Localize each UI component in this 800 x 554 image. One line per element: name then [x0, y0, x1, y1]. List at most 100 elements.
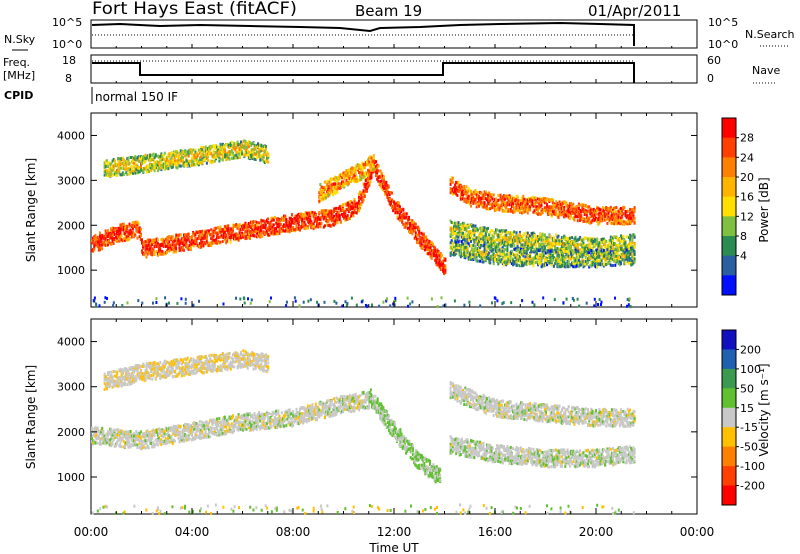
data-cell — [327, 220, 330, 223]
data-cell — [207, 158, 209, 162]
data-cell — [154, 238, 157, 242]
data-cell — [630, 214, 633, 218]
data-cell — [192, 241, 195, 245]
data-cell — [239, 236, 242, 239]
data-cell — [254, 152, 257, 156]
data-cell — [131, 221, 134, 225]
data-cell — [214, 238, 217, 242]
data-cell — [554, 203, 557, 207]
data-cell — [263, 225, 266, 229]
data-cell — [471, 232, 474, 236]
data-cell — [229, 141, 232, 145]
data-cell — [240, 144, 242, 148]
data-cell — [463, 235, 466, 239]
data-cell — [464, 238, 467, 242]
data-cell — [572, 209, 575, 213]
data-cell — [297, 223, 300, 227]
data-cell — [146, 166, 149, 170]
data-cell — [397, 217, 400, 221]
data-cell — [575, 205, 578, 209]
data-cell — [451, 232, 454, 236]
data-cell — [523, 232, 526, 236]
data-cell — [493, 209, 496, 213]
data-cell — [214, 240, 217, 244]
data-cell — [524, 204, 527, 208]
data-cell — [95, 242, 98, 246]
data-cell — [150, 239, 153, 243]
data-cell — [270, 226, 273, 230]
data-cell — [455, 181, 458, 185]
data-cell — [210, 146, 213, 150]
data-cell — [157, 163, 159, 167]
data-cell — [590, 208, 593, 212]
data-cell — [276, 218, 279, 222]
data-cell — [462, 221, 464, 225]
data-cell — [237, 238, 240, 242]
data-cell — [339, 186, 342, 190]
data-cell — [194, 158, 197, 162]
data-cell — [427, 247, 430, 251]
data-cell — [507, 240, 510, 244]
data-cell — [509, 196, 512, 200]
data-cell — [582, 210, 585, 213]
data-cell — [514, 199, 517, 203]
data-cell — [549, 205, 552, 209]
data-cell — [366, 173, 368, 177]
data-cell — [362, 166, 365, 170]
data-cell — [190, 151, 192, 155]
data-cell — [541, 207, 544, 211]
data-cell — [347, 204, 350, 208]
data-cell — [302, 221, 305, 225]
data-cell — [109, 163, 112, 167]
data-cell — [229, 228, 232, 232]
data-cell — [133, 169, 136, 173]
data-cell — [109, 236, 112, 240]
data-cell — [221, 142, 224, 146]
data-cell — [366, 184, 368, 188]
data-cell — [532, 210, 535, 214]
data-cell — [418, 230, 421, 234]
data-cell — [172, 250, 175, 254]
data-cell — [633, 221, 636, 225]
data-cell — [567, 208, 570, 211]
data-cell — [259, 155, 262, 159]
data-cell — [245, 223, 248, 227]
data-cell — [352, 176, 355, 180]
data-cell — [218, 151, 221, 155]
data-cell — [394, 205, 397, 209]
data-cell — [176, 151, 179, 155]
data-cell — [120, 234, 123, 238]
data-cell — [296, 217, 299, 221]
data-cell — [629, 212, 632, 216]
data-cell — [119, 223, 122, 227]
data-cell — [480, 240, 483, 243]
data-cell — [122, 167, 125, 171]
data-cell — [464, 188, 467, 192]
data-cell — [369, 176, 372, 180]
data-cell — [366, 162, 368, 166]
data-cell — [106, 235, 109, 238]
data-cell — [334, 209, 337, 212]
data-cell — [187, 162, 190, 166]
data-cell — [497, 238, 500, 242]
data-cell — [138, 230, 141, 234]
data-cell — [331, 222, 334, 226]
data-cell — [403, 214, 406, 218]
data-cell — [583, 208, 586, 212]
data-cell — [484, 233, 487, 237]
data-cell — [466, 196, 469, 200]
data-cell — [234, 148, 237, 152]
data-cell — [161, 155, 164, 159]
data-cell — [179, 248, 182, 252]
data-cell — [244, 237, 247, 241]
data-cell — [159, 156, 162, 160]
data-cell — [337, 211, 340, 215]
data-cell — [491, 237, 494, 241]
data-cell — [240, 140, 242, 144]
data-cell — [351, 206, 354, 210]
data-cell — [366, 172, 368, 176]
data-cell — [472, 226, 475, 230]
data-cell — [262, 152, 265, 156]
data-cell — [171, 163, 174, 167]
data-cell — [350, 170, 353, 174]
